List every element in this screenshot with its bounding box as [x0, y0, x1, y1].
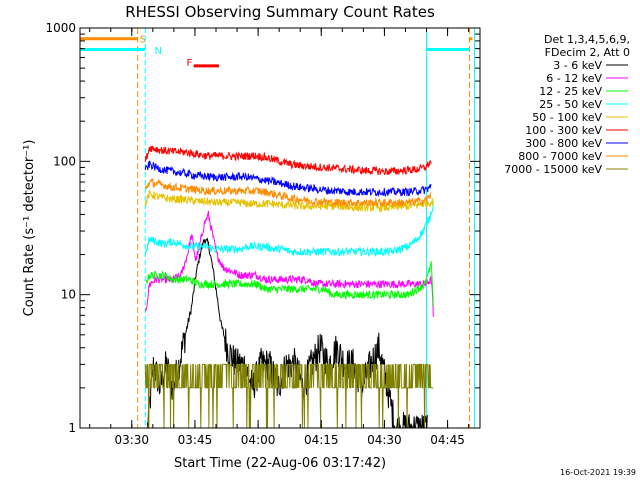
series-line [144, 203, 434, 258]
series-line [146, 237, 428, 429]
legend-entry-label: 800 - 7000 keV [518, 150, 602, 163]
x-tick-label: 04:45 [430, 433, 465, 447]
legend-entry-label: 25 - 50 keV [539, 98, 602, 111]
legend-header: Det 1,3,4,5,6,9, [544, 33, 630, 46]
y-tick-label: 1000 [45, 21, 76, 35]
legend-entry-label: 50 - 100 keV [532, 111, 602, 124]
x-tick-label: 04:30 [367, 433, 402, 447]
series-line [144, 160, 432, 198]
series-line [144, 189, 434, 213]
legend-header: FDecim 2, Att 0 [545, 46, 630, 59]
series-line [145, 261, 434, 307]
x-tick-label: 04:15 [304, 433, 339, 447]
flag-label-n: N [155, 46, 162, 57]
flag-label-s: S [140, 34, 146, 45]
series-line [144, 363, 434, 429]
legend-entry-label: 100 - 300 keV [525, 124, 602, 137]
legend-entry-label: 6 - 12 keV [546, 72, 602, 85]
series-line [144, 210, 434, 318]
axes: 1 10 100 1000 03:30 03:45 04:00 04:15 04:30 04:45 [45, 21, 481, 447]
timestamp: 16-Oct-2021 19:39 [560, 468, 636, 477]
series-line [144, 177, 432, 209]
x-tick-label: 03:45 [178, 433, 213, 447]
y-tick-label: 10 [61, 288, 76, 302]
x-tick-label: 04:00 [241, 433, 276, 447]
chart-title: RHESSI Observing Summary Count Rates [125, 3, 435, 21]
legend: Det 1,3,4,5,6,9,FDecim 2, Att 03 - 6 keV… [504, 33, 630, 176]
y-axis-label: Count Rate (s⁻¹ detector⁻¹) [22, 140, 37, 317]
legend-entry-label: 3 - 6 keV [553, 59, 602, 72]
y-tick-label: 100 [53, 154, 76, 168]
plot-frame [79, 27, 481, 429]
x-tick-label: 03:30 [114, 433, 149, 447]
x-axis-label: Start Time (22-Aug-06 03:17:42) [174, 456, 386, 471]
legend-entry-label: 7000 - 15000 keV [504, 163, 602, 176]
plot-area: SN F [80, 28, 476, 429]
series-line [144, 145, 432, 176]
y-tick-label: 1 [68, 421, 76, 435]
legend-entry-label: 12 - 25 keV [539, 85, 602, 98]
flag-label-f: F [187, 58, 193, 69]
legend-entry-label: 300 - 800 keV [525, 137, 602, 150]
